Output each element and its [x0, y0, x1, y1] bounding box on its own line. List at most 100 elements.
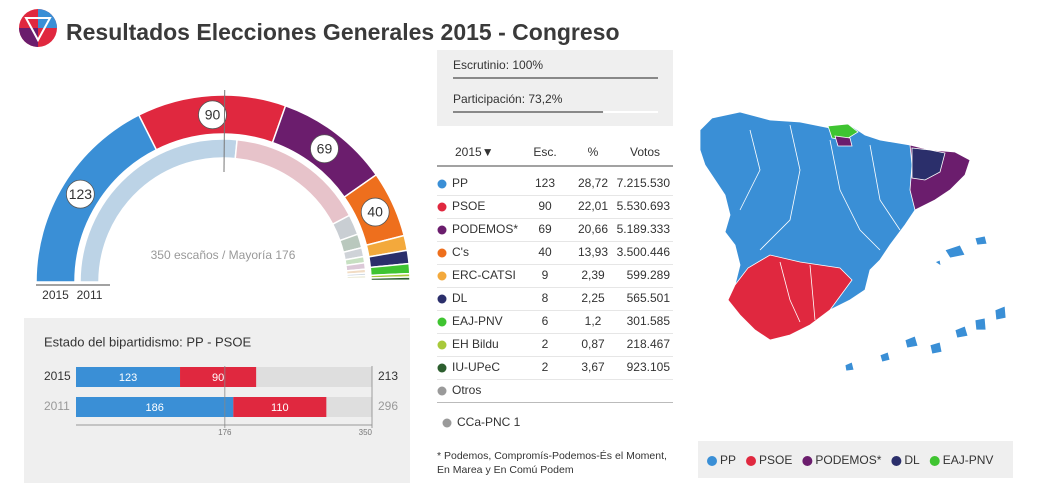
party-dot [437, 225, 447, 235]
seats: 6 [542, 314, 549, 328]
votes: 923.105 [627, 360, 671, 374]
percent: 20,66 [578, 222, 608, 236]
party-name: EAJ-PNV [452, 314, 503, 328]
bar [180, 367, 257, 387]
percent: 22,01 [578, 199, 608, 213]
votes: 599.289 [627, 268, 671, 282]
seat-label-bg [360, 197, 390, 227]
legend-label: PSOE [759, 453, 792, 467]
category-label: 2015 [44, 369, 71, 383]
party-dot [437, 294, 447, 304]
legend-dot [891, 456, 902, 466]
percent: 28,72 [578, 176, 608, 190]
party-dot [437, 248, 447, 258]
seats: 123 [535, 176, 555, 190]
scrutiny-text: Escrutinio: 100% [453, 58, 543, 72]
seats: 40 [538, 245, 552, 259]
total-label: 296 [378, 399, 398, 413]
category-label: 2011 [44, 399, 70, 413]
percent: 1,2 [585, 314, 602, 328]
party-dot [437, 340, 447, 350]
legend-label: DL [904, 453, 920, 467]
legend-label: PP [720, 453, 736, 467]
percent: 3,67 [581, 360, 605, 374]
seat-label: 90 [205, 107, 221, 123]
center-text: 350 escaños / Mayoría 176 [151, 248, 296, 262]
bar [76, 397, 234, 417]
ring-label: 2011 [77, 288, 103, 302]
ring-label: 2015 [42, 288, 69, 302]
legend-label: EAJ-PNV [943, 453, 994, 467]
table-header: % [588, 145, 599, 159]
party-dot [437, 386, 447, 396]
footnote: En Marea y En Comú Podem [437, 464, 574, 476]
bar [233, 397, 327, 417]
party-name: C's [452, 245, 469, 259]
bar-label: 110 [271, 402, 289, 414]
legend-label: PODEMOS* [815, 453, 881, 467]
party-name: PSOE [452, 199, 485, 213]
party-name: DL [452, 291, 468, 305]
seats: 2 [542, 360, 549, 374]
extra-party: CCa-PNC 1 [457, 415, 521, 429]
page-title: Resultados Elecciones Generales 2015 - C… [66, 19, 620, 45]
seat-label-bg [310, 134, 339, 164]
party-dot [437, 363, 447, 373]
seat-label-bg [65, 179, 95, 209]
scrutiny-text: Participación: 73,2% [453, 92, 563, 106]
logo [19, 9, 57, 47]
seats: 69 [538, 222, 552, 236]
seat-arc [346, 279, 367, 283]
party-name: ERC-CATSI [452, 268, 516, 282]
total-label: 213 [378, 369, 398, 383]
party-dot [437, 202, 447, 212]
votes: 5.530.693 [617, 199, 671, 213]
bar-label: 186 [145, 402, 163, 414]
seat-label: 123 [69, 186, 93, 202]
party-name: IU-UPeC [452, 360, 500, 374]
footnote: * Podemos, Compromís-Podemos-És el Momen… [437, 449, 667, 462]
percent: 2,25 [581, 291, 605, 305]
legend-dot [707, 456, 717, 466]
party-dot [442, 418, 452, 428]
legend-dot [746, 456, 757, 466]
table-header: Votos [630, 145, 660, 159]
scrutiny-panel [437, 50, 673, 126]
legend-dot [929, 456, 940, 466]
votes: 5.189.333 [617, 222, 671, 236]
seat-arc [370, 279, 411, 283]
seat-label: 40 [367, 204, 383, 220]
bar-label: 90 [212, 372, 224, 384]
votes: 565.501 [627, 291, 671, 305]
party-dot [437, 271, 447, 281]
seats: 2 [542, 337, 549, 351]
seat-label: 69 [317, 140, 333, 156]
table-header: 2015▼ [455, 145, 494, 159]
percent: 2,39 [581, 268, 605, 282]
seats: 90 [538, 199, 552, 213]
seats: 8 [542, 291, 549, 305]
party-name: PP [452, 176, 468, 190]
votes: 301.585 [627, 314, 671, 328]
majority-line [223, 90, 226, 173]
party-dot [437, 179, 447, 189]
panel-title: Estado del bipartidismo: PP - PSOE [44, 334, 251, 349]
party-dot [437, 317, 447, 327]
bar [76, 367, 181, 387]
votes: 218.467 [627, 337, 671, 351]
party-name: PODEMOS* [452, 222, 518, 236]
party-name: EH Bildu [452, 337, 499, 351]
bar-label: 123 [119, 372, 137, 384]
seat-label-bg [198, 100, 227, 130]
party-name: Otros [452, 383, 481, 397]
map [699, 111, 1007, 372]
percent: 0,87 [581, 337, 605, 351]
votes: 3.500.446 [617, 245, 671, 259]
votes: 7.215.530 [617, 176, 671, 190]
percent: 13,93 [578, 245, 608, 259]
x-tick-label: 176 [218, 428, 232, 437]
table-header: Esc. [533, 145, 556, 159]
legend-dot [802, 456, 813, 466]
